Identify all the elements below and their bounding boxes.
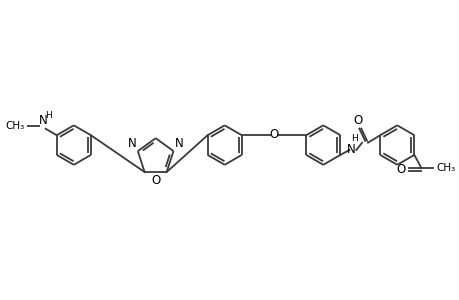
Text: CH₃: CH₃ (5, 121, 24, 131)
Text: H: H (350, 134, 357, 143)
Text: O: O (269, 128, 278, 141)
Text: O: O (395, 163, 404, 176)
Text: H: H (45, 111, 52, 120)
Text: N: N (346, 142, 355, 155)
Text: O: O (151, 174, 160, 187)
Text: N: N (39, 114, 47, 127)
Text: N: N (174, 137, 183, 150)
Text: N: N (128, 137, 136, 150)
Text: O: O (353, 114, 362, 127)
Text: CH₃: CH₃ (435, 163, 454, 173)
